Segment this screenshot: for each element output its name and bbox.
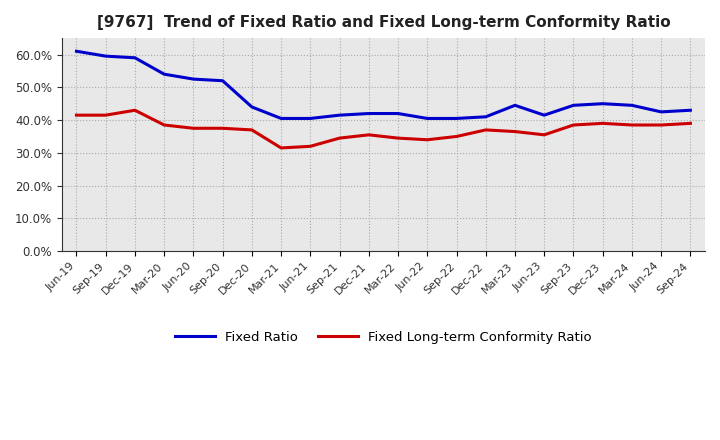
Fixed Long-term Conformity Ratio (482, 127, 490, 132)
Fixed Ratio (657, 109, 665, 114)
Fixed Long-term Conformity Ratio (510, 129, 519, 134)
Fixed Long-term Conformity Ratio (686, 121, 695, 126)
Line: Fixed Ratio: Fixed Ratio (76, 51, 690, 118)
Fixed Long-term Conformity Ratio (598, 121, 607, 126)
Fixed Long-term Conformity Ratio (218, 126, 227, 131)
Line: Fixed Long-term Conformity Ratio: Fixed Long-term Conformity Ratio (76, 110, 690, 148)
Fixed Long-term Conformity Ratio (130, 108, 139, 113)
Fixed Ratio (130, 55, 139, 60)
Fixed Long-term Conformity Ratio (102, 113, 110, 118)
Fixed Ratio (160, 72, 168, 77)
Fixed Long-term Conformity Ratio (452, 134, 461, 139)
Fixed Ratio (218, 78, 227, 83)
Fixed Long-term Conformity Ratio (628, 122, 636, 128)
Fixed Ratio (423, 116, 431, 121)
Fixed Long-term Conformity Ratio (569, 122, 577, 128)
Fixed Long-term Conformity Ratio (336, 136, 344, 141)
Fixed Long-term Conformity Ratio (276, 145, 285, 150)
Fixed Long-term Conformity Ratio (657, 122, 665, 128)
Fixed Ratio (364, 111, 373, 116)
Fixed Long-term Conformity Ratio (423, 137, 431, 143)
Fixed Ratio (628, 103, 636, 108)
Fixed Long-term Conformity Ratio (189, 126, 198, 131)
Fixed Long-term Conformity Ratio (306, 144, 315, 149)
Fixed Ratio (336, 113, 344, 118)
Fixed Long-term Conformity Ratio (394, 136, 402, 141)
Fixed Ratio (394, 111, 402, 116)
Fixed Ratio (540, 113, 549, 118)
Fixed Ratio (686, 108, 695, 113)
Fixed Long-term Conformity Ratio (72, 113, 81, 118)
Fixed Ratio (598, 101, 607, 106)
Fixed Ratio (189, 77, 198, 82)
Title: [9767]  Trend of Fixed Ratio and Fixed Long-term Conformity Ratio: [9767] Trend of Fixed Ratio and Fixed Lo… (96, 15, 670, 30)
Fixed Ratio (569, 103, 577, 108)
Fixed Ratio (306, 116, 315, 121)
Fixed Ratio (482, 114, 490, 119)
Fixed Long-term Conformity Ratio (248, 127, 256, 132)
Fixed Ratio (102, 54, 110, 59)
Fixed Long-term Conformity Ratio (540, 132, 549, 137)
Legend: Fixed Ratio, Fixed Long-term Conformity Ratio: Fixed Ratio, Fixed Long-term Conformity … (170, 326, 597, 350)
Fixed Ratio (452, 116, 461, 121)
Fixed Long-term Conformity Ratio (160, 122, 168, 128)
Fixed Long-term Conformity Ratio (364, 132, 373, 137)
Fixed Ratio (72, 48, 81, 54)
Fixed Ratio (276, 116, 285, 121)
Fixed Ratio (248, 104, 256, 110)
Fixed Ratio (510, 103, 519, 108)
